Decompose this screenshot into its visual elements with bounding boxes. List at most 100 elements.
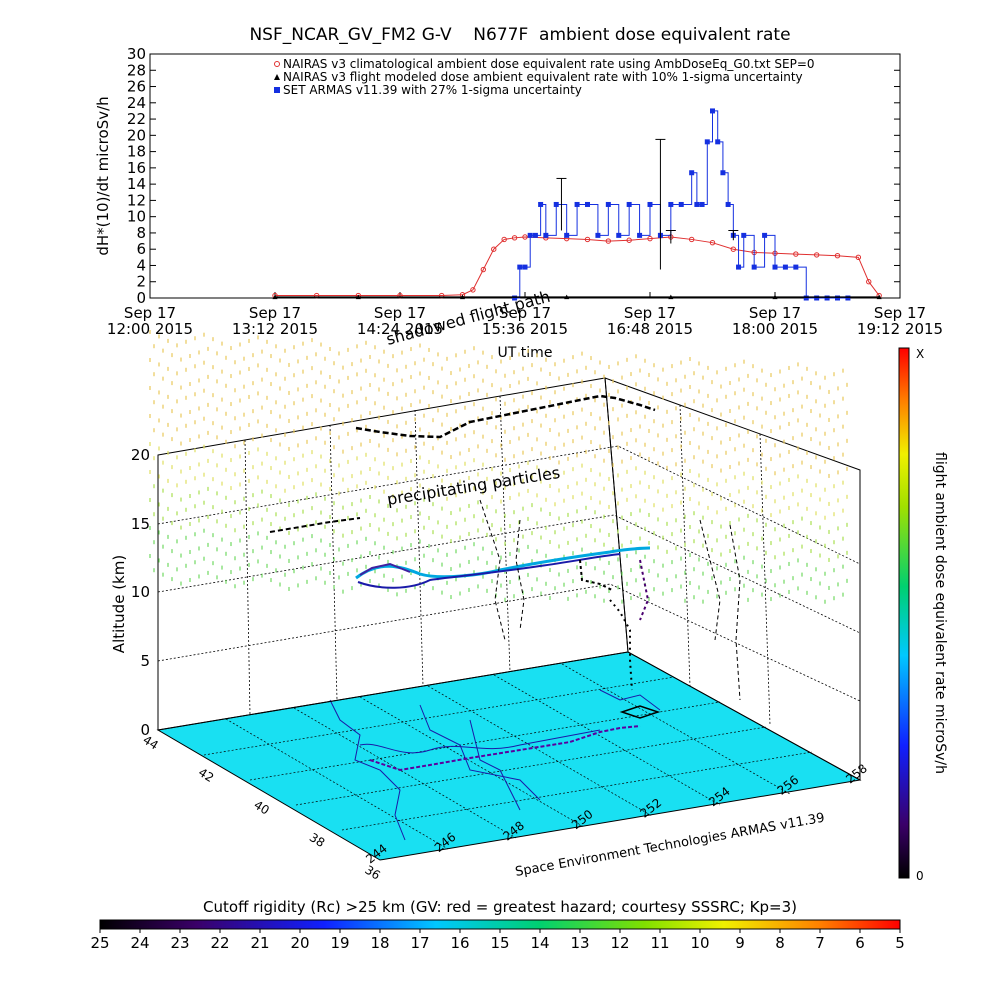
data-point-armas: [803, 295, 809, 301]
series-line-nairas-climatological: [275, 236, 880, 297]
x-tick-label-time: 19:12 2015: [857, 320, 943, 338]
latitude-tick-label: 38: [307, 830, 327, 850]
annotation-precipitating-particles: precipitating particles: [386, 463, 562, 509]
x-tick-label-date: Sep 17: [874, 304, 926, 322]
y-tick-label: 2: [136, 273, 146, 291]
data-point-armas: [845, 295, 851, 301]
dose-colorbar-gradient: [898, 347, 910, 879]
data-point-nairas-climatological: [834, 253, 841, 259]
latitude-tick-label: 44: [140, 733, 160, 753]
data-point-nairas-climatological: [813, 252, 820, 258]
data-point-armas: [553, 201, 559, 207]
x-tick-label-date: Sep 17: [249, 304, 301, 322]
y-tick-label: 28: [127, 61, 146, 79]
data-point-armas: [824, 295, 830, 301]
dose-colorbar-label: flight ambient dose equivalent rate micr…: [932, 452, 948, 774]
rigidity-colorbar-gradient: [99, 919, 901, 930]
data-point-nairas-climatological: [647, 235, 653, 242]
data-point-nairas-climatological: [855, 254, 862, 261]
rigidity-tick-label: 20: [290, 934, 309, 952]
rigidity-tick-label: 10: [690, 934, 709, 952]
chart-title: NSF_NCAR_GV_FM2 G-V N677F ambient dose e…: [249, 25, 790, 45]
flight-path: [355, 546, 651, 691]
rigidity-tick-label: 23: [170, 934, 189, 952]
data-point-armas: [517, 264, 523, 270]
x-axis-label: UT time: [498, 345, 553, 361]
x-tick-label-date: Sep 17: [749, 304, 801, 322]
rigidity-tick-label: 5: [895, 934, 905, 952]
precipitating-particles-field: [149, 330, 848, 604]
data-point-armas: [605, 201, 611, 207]
rigidity-tick-label: 25: [90, 934, 109, 952]
altitude-tick-label: 10: [131, 583, 150, 601]
data-point-nairas-climatological: [491, 246, 497, 252]
altitude-tick-label: 15: [131, 515, 150, 533]
latitude-tick-label: 36: [362, 863, 382, 883]
data-point-armas: [574, 201, 580, 207]
descent-path: [269, 517, 361, 533]
rigidity-colorbar-ticks: 25 24 23 22 21 20 19 18 17 16 15 14 13 12 11 10 9 8 7 6 5: [90, 929, 905, 952]
data-point-armas: [538, 201, 544, 207]
ground-track: [369, 725, 641, 772]
rigidity-colorbar: Cutoff rigidity (Rc) >25 km (GV: red = g…: [90, 898, 904, 952]
data-point-armas: [814, 295, 820, 301]
dose-colorbar-bottom-label: 0: [916, 869, 924, 883]
legend-entry: NAIRAS v3 flight modeled dose ambient eq…: [283, 70, 803, 84]
data-point-armas: [626, 201, 632, 207]
data-point-armas: [772, 264, 778, 270]
x-tick-label-time: 15:36 2015: [482, 320, 568, 338]
data-point-armas: [616, 232, 622, 238]
rigidity-tick-label: 11: [650, 934, 669, 952]
data-point-armas: [835, 295, 840, 301]
y-tick-label: 20: [127, 126, 146, 144]
data-point-armas: [637, 232, 643, 238]
data-point-armas: [668, 201, 674, 207]
y-tick-label: 10: [127, 208, 146, 226]
data-point-armas: [647, 201, 653, 207]
x-tick-label-time: 14:24 2015: [357, 320, 443, 338]
y-tick-label: 16: [127, 159, 146, 177]
x-tick-label-time: 16:48 2015: [607, 320, 693, 338]
rigidity-tick-label: 6: [855, 934, 865, 952]
ground-marker: [619, 705, 661, 719]
altitude-tick-label: 0: [140, 721, 150, 739]
high-flight-path: [355, 394, 656, 439]
map-boundaries: [329, 689, 661, 841]
altitude-axis-label: Altitude (km): [110, 555, 128, 653]
data-point-armas: [741, 232, 747, 238]
y-tick-label: 30: [127, 45, 146, 63]
data-point-nairas-climatological: [688, 236, 695, 243]
x-tick-label-time: 12:00 2015: [107, 320, 193, 338]
data-point-nairas-climatological: [480, 266, 487, 273]
y-tick-label: 4: [136, 256, 146, 274]
altitude-ticks: 0 5 10 15 20: [131, 446, 150, 739]
legend-entry: SET ARMAS v11.39 with 27% 1-sigma uncert…: [283, 83, 582, 97]
rigidity-tick-label: 9: [735, 934, 745, 952]
data-point-nairas-climatological: [866, 279, 872, 285]
data-point-nairas-climatological: [511, 235, 518, 241]
data-point-armas: [782, 264, 788, 270]
y-tick-label: 18: [127, 143, 146, 161]
x-tick-label-date: Sep 17: [374, 304, 426, 322]
data-point-armas: [751, 264, 757, 270]
rigidity-tick-label: 21: [250, 934, 269, 952]
data-point-nairas-climatological: [501, 236, 507, 243]
rigidity-tick-label: 18: [370, 934, 389, 952]
data-point-armas: [678, 201, 684, 207]
dose-colorbar: X 0 flight ambient dose equivalent rate …: [898, 347, 948, 883]
data-point-armas: [532, 232, 538, 238]
data-point-armas: [694, 201, 700, 207]
data-point-armas: [720, 170, 726, 176]
legend-marker-circle: [274, 61, 280, 67]
data-point-armas: [564, 232, 570, 238]
latitude-ticks: 36 38 40 42 44: [140, 733, 382, 883]
y-tick-label: 0: [136, 289, 146, 307]
y-tick-label: 14: [127, 175, 146, 193]
rigidity-tick-label: 17: [410, 934, 429, 952]
rigidity-tick-label: 14: [530, 934, 549, 952]
data-point-nairas-climatological: [730, 246, 737, 252]
